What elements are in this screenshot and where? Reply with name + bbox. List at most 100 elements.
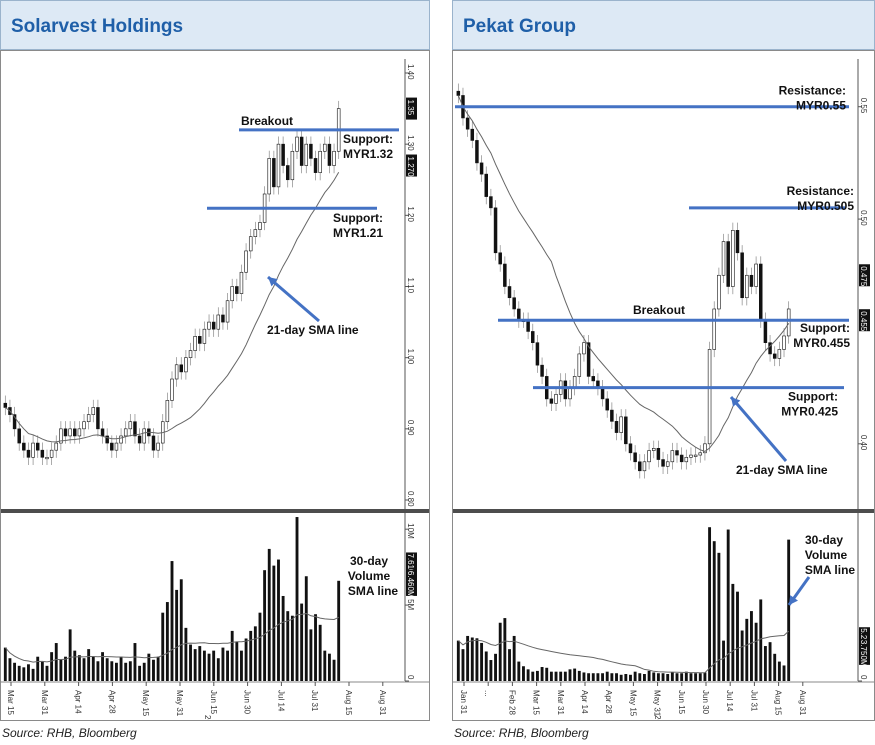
solarvest-pane-divider — [1, 509, 429, 513]
solarvest-candle — [123, 428, 128, 437]
pekat-volume-bar — [601, 673, 605, 681]
pekat-volume-bar — [540, 667, 544, 681]
pekat-volume-tag-box — [859, 638, 870, 665]
solarvest-candle — [96, 407, 100, 430]
pekat-x-tick-label: Feb 28 — [507, 690, 516, 715]
pekat-x-tick-label: Apr 28 — [604, 690, 613, 714]
pekat-candle — [549, 398, 554, 404]
solarvest-source: Source: RHB, Bloomberg — [2, 726, 137, 740]
solarvest-volume-bar — [318, 624, 322, 681]
pekat-volume-bar — [740, 630, 744, 681]
solarvest-volume-bar — [82, 658, 86, 681]
pekat-volume-bar — [535, 670, 539, 681]
pekat-candle — [512, 297, 516, 310]
pekat-volume-bar — [731, 583, 735, 681]
pekat-candle — [689, 454, 693, 458]
pekat-price-tag-box — [859, 264, 870, 287]
pekat-breakout-label: Breakout — [633, 303, 685, 317]
solarvest-volume-bar — [124, 662, 128, 681]
pekat-candle — [647, 450, 651, 463]
pekat-candle — [786, 308, 791, 337]
solarvest-volume-bar — [281, 595, 285, 681]
pekat-volume-bar — [736, 591, 739, 681]
solarvest-volume-bar — [309, 629, 313, 681]
pekat-volume-bar — [684, 671, 688, 681]
pekat-volume-bar — [689, 673, 693, 681]
solarvest-volume-bar — [184, 627, 188, 681]
pekat-pane-divider — [453, 509, 874, 513]
solarvest-volume-bar — [54, 643, 58, 681]
solarvest-support-1.21-label-1: Support: — [333, 211, 383, 225]
solarvest-sma-21-line — [4, 172, 340, 443]
pekat-candle — [484, 173, 488, 197]
pekat-volume-bar — [703, 672, 707, 681]
solarvest-candle — [22, 442, 26, 451]
solarvest-candle — [248, 236, 253, 252]
solarvest-volume-bar — [175, 589, 179, 681]
solarvest-x-tick-label: Aug 31 — [378, 690, 387, 716]
solarvest-candle — [202, 328, 207, 344]
solarvest-volume-bar — [272, 565, 276, 681]
solarvest-volume-bar — [304, 576, 308, 681]
pekat-candle — [642, 461, 647, 472]
pekat-price-tick-label: 0.50 — [859, 210, 868, 226]
pekat-candle — [493, 207, 498, 254]
pekat-resistance-0.505-label-2: MYR0.505 — [797, 199, 854, 213]
pekat-volume-bar — [638, 673, 642, 681]
solarvest-volume-bar — [258, 612, 262, 681]
solarvest-candle — [68, 428, 72, 437]
pekat-candle — [577, 353, 582, 377]
pekat-volume-bar — [577, 670, 581, 681]
solarvest-candle — [207, 321, 211, 330]
pekat-candle — [456, 90, 461, 96]
solarvest-candle — [272, 158, 276, 188]
solarvest-candle — [31, 442, 35, 458]
solarvest-candle — [91, 407, 96, 415]
pekat-candle — [507, 286, 512, 299]
pekat-volume-bar — [633, 671, 637, 681]
solarvest-volume-bar — [101, 652, 104, 681]
pekat-candle — [465, 117, 470, 130]
pekat-volume-bar — [694, 673, 698, 681]
solarvest-candle — [59, 428, 63, 444]
solarvest-volume-bar — [138, 665, 142, 681]
pekat-sma-arrow — [729, 396, 788, 462]
pekat-volume-bar — [484, 651, 488, 681]
solarvest-candle — [244, 250, 248, 273]
solarvest-volume-tag-box — [406, 569, 417, 596]
pekat-volume-bar — [629, 674, 632, 681]
solarvest-volume-bar — [277, 559, 280, 681]
solarvest-volume-bar — [198, 646, 202, 681]
solarvest-x-tick-label: Jun 15 — [209, 690, 218, 715]
pekat-support-0.425-label-1: Support: — [788, 390, 838, 404]
pekat-volume-bar — [456, 640, 460, 681]
pekat-header: Pekat Group — [452, 0, 875, 50]
pekat-title: Pekat Group — [463, 16, 576, 37]
pekat-x-tick-label: Mar 15 — [532, 690, 541, 715]
solarvest-support-1.21-label-2: MYR1.21 — [333, 226, 383, 240]
pekat-price-tick-label: 0.40 — [859, 435, 868, 451]
pekat-support-0.425-label-2: MYR0.425 — [781, 405, 838, 419]
pekat-volume-bar — [461, 649, 465, 681]
solarvest-candle — [198, 336, 202, 344]
solarvest-candle — [286, 165, 290, 181]
solarvest-x-tick-label: May 15 — [141, 690, 150, 717]
pekat-candle — [693, 454, 698, 457]
pekat-volume-bar — [587, 673, 591, 681]
solarvest-volume-tag-box — [406, 552, 417, 579]
pekat-candle — [665, 461, 670, 467]
pekat-x-tick-label: May 31 — [653, 690, 662, 717]
solarvest-volume-bar — [133, 643, 137, 681]
pekat-volume-bar — [508, 649, 511, 681]
solarvest-volume-bar — [68, 629, 72, 681]
solarvest-price-tick-label: 1.20 — [406, 206, 415, 222]
solarvest-volume-bar — [235, 641, 239, 681]
solarvest-candle — [119, 435, 123, 444]
solarvest-volume-bar — [253, 626, 257, 681]
solarvest-x-tick-label: Mar 15 — [6, 690, 15, 715]
solarvest-candle — [216, 314, 221, 330]
solarvest-volume-bar — [115, 662, 118, 681]
pekat-volume-bar — [559, 671, 563, 681]
